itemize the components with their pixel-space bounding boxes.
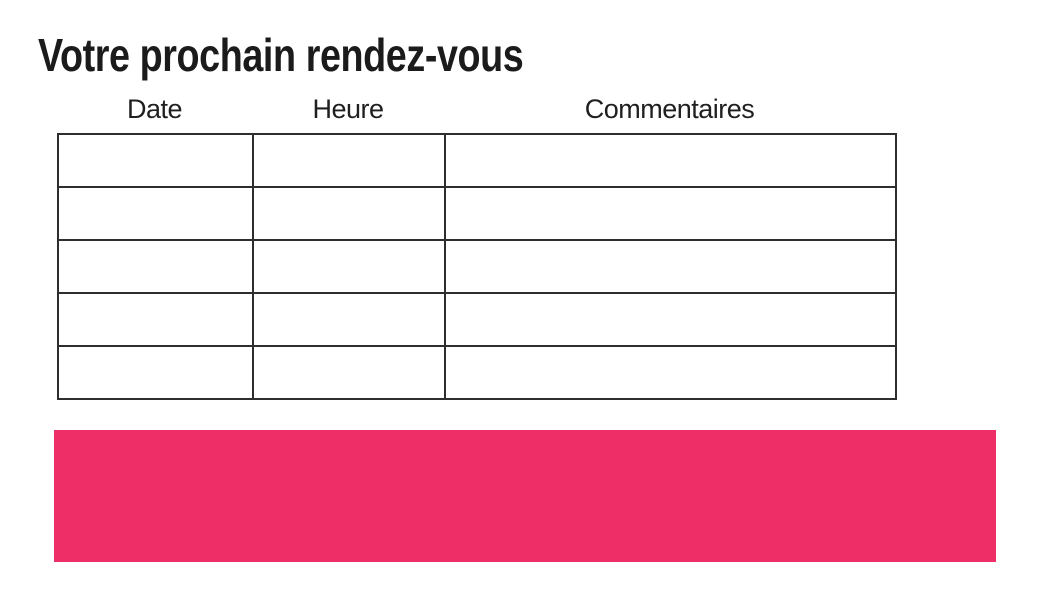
table-cell-date (57, 345, 254, 400)
table-cell-heure (252, 239, 446, 294)
column-header-date: Date (126, 94, 183, 124)
page-title: Votre prochain rendez-vous (38, 29, 524, 81)
appointments-table-body (57, 133, 897, 400)
table-cell-commentaires (444, 345, 897, 400)
highlight-banner (54, 430, 996, 562)
table-row (57, 239, 897, 294)
table-cell-date (57, 292, 254, 347)
column-header-commentaires: Commentaires (584, 94, 755, 124)
table-cell-date (57, 133, 254, 188)
table-cell-commentaires (444, 133, 897, 188)
table-cell-commentaires (444, 186, 897, 241)
table-row (57, 345, 897, 400)
appointments-table (57, 133, 897, 400)
table-cell-heure (252, 292, 446, 347)
column-header-heure: Heure (312, 94, 384, 124)
table-cell-heure (252, 186, 446, 241)
table-cell-commentaires (444, 292, 897, 347)
table-cell-heure (252, 345, 446, 400)
table-row (57, 292, 897, 347)
table-header-row: Date Heure Commentaires (57, 94, 895, 125)
table-cell-commentaires (444, 239, 897, 294)
table-cell-date (57, 186, 254, 241)
table-row (57, 133, 897, 188)
table-row (57, 186, 897, 241)
table-cell-heure (252, 133, 446, 188)
table-cell-date (57, 239, 254, 294)
